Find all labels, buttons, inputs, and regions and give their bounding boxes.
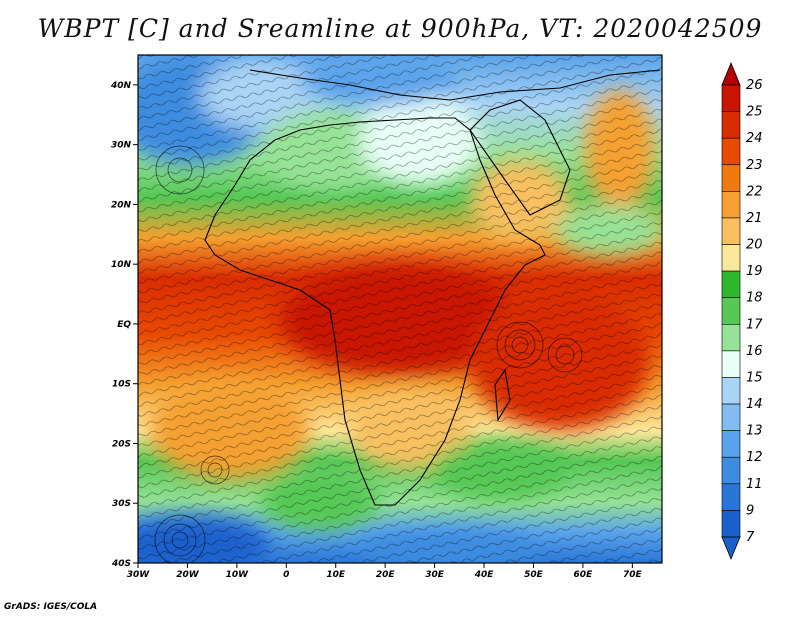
colorbar-swatch: [721, 510, 741, 538]
colorbar-swatch: [721, 270, 741, 299]
colorbar-top-arrow: [721, 61, 741, 86]
lon-tick-label: 20E: [376, 570, 396, 580]
colorbar: 26 25 24 23 22 21 20 19 18 17 16 15 14 13 12 11 9 7: [721, 61, 763, 561]
colorbar-swatch: [721, 164, 741, 192]
colorbar-level-label: 11: [746, 477, 763, 492]
colorbar-level-label: 19: [746, 264, 763, 279]
colorbar-level-label: 15: [746, 370, 763, 385]
lon-tick-label: 50E: [524, 570, 544, 580]
colorbar-swatch: [721, 84, 741, 112]
lat-tick-label: 10S: [112, 380, 131, 390]
lat-tick-label: 20S: [112, 439, 131, 449]
colorbar-swatch: [721, 350, 741, 378]
longitude-axis: 30W 20W 10W 0 10E 20E 30E 40E 50E 60E 70E: [127, 563, 643, 580]
colorbar-level-label: 7: [746, 530, 755, 545]
colorbar-level-label: 24: [746, 131, 763, 146]
map-title: WBPT [C] and Sreamline at 900hPa, VT: 20…: [37, 14, 763, 43]
lat-tick-label: 40S: [111, 559, 131, 569]
lon-tick-label: 70E: [623, 570, 643, 580]
colorbar-swatch: [721, 244, 741, 272]
lon-tick-label: 30E: [425, 570, 445, 580]
lon-tick-label: 10E: [326, 570, 346, 580]
lat-tick-label: 30S: [112, 499, 131, 509]
colorbar-swatch: [721, 483, 741, 511]
colorbar-swatch: [721, 137, 741, 166]
colorbar-level-label: 18: [746, 291, 763, 306]
lat-tick-label: 30N: [111, 141, 132, 151]
colorbar-swatch: [721, 323, 741, 352]
lon-tick-label: 60E: [574, 570, 594, 580]
colorbar-swatch: [721, 297, 741, 325]
colorbar-swatch: [721, 430, 741, 458]
lon-tick-label: 30W: [127, 570, 151, 580]
grads-credit: GrADS: IGES/COLA: [4, 602, 98, 612]
colorbar-level-label: 14: [746, 397, 763, 412]
colorbar-swatch: [721, 191, 741, 219]
colorbar-level-label: 21: [746, 211, 763, 226]
colorbar-level-label: 17: [746, 317, 763, 332]
plot-frame: [137, 54, 663, 564]
lon-tick-label: 20W: [176, 570, 200, 580]
colorbar-swatch: [721, 217, 741, 245]
coastlines: [204, 69, 661, 506]
lon-tick-label: 0: [283, 570, 289, 580]
colorbar-level-label: 26: [746, 78, 763, 93]
lon-tick-label: 10W: [226, 570, 250, 580]
lat-tick-label: 40N: [110, 81, 132, 91]
colorbar-level-label: 23: [746, 158, 763, 173]
wbpt-shading: [138, 55, 662, 563]
colorbar-level-label: 20: [746, 238, 763, 253]
lon-tick-label: 40E: [474, 570, 495, 580]
colorbar-level-label: 25: [746, 105, 763, 120]
colorbar-level-label: 9: [746, 503, 754, 518]
colorbar-level-label: 22: [746, 184, 763, 199]
colorbar-swatch: [721, 111, 741, 139]
streamline-vortices: [154, 145, 583, 563]
lat-tick-label: EQ: [117, 320, 131, 330]
colorbar-level-label: 13: [746, 424, 763, 439]
colorbar-swatch: [721, 403, 741, 431]
lat-tick-label: 10N: [111, 260, 132, 270]
colorbar-bottom-arrow: [721, 536, 741, 561]
lat-tick-label: 20N: [111, 200, 132, 210]
colorbar-level-label: 12: [746, 450, 763, 465]
colorbar-swatch: [721, 456, 741, 485]
latitude-axis: 40N 30N 20N 10N EQ 10S 20S 30S 40S: [110, 81, 138, 569]
colorbar-level-label: 16: [746, 344, 763, 359]
colorbar-swatch: [721, 377, 741, 405]
